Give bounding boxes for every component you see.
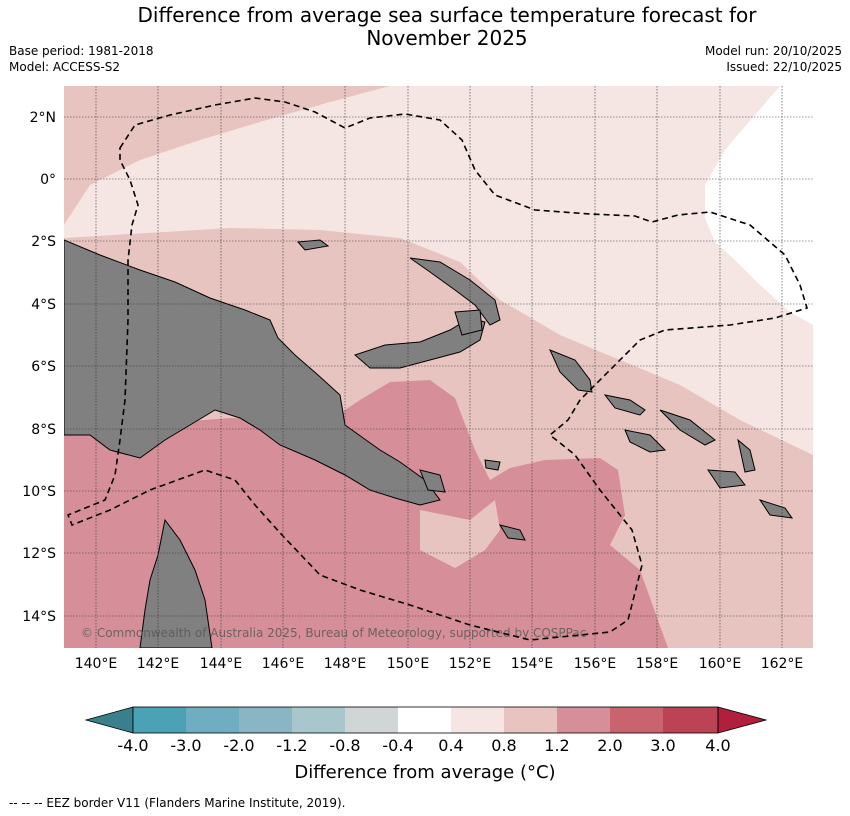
solomon-isle-5 [707,469,746,489]
lat-label: 2°S [31,234,56,250]
colorbar-segment [398,707,451,733]
lat-labels: 2°N 0° 2°S 4°S 6°S 8°S 10°S 12°S 14°S [22,110,56,625]
title-line-1: Difference from average sea surface temp… [137,3,757,27]
lon-label: 160°E [699,656,742,672]
lat-label: 4°S [31,297,56,313]
anomaly-band-neutral [705,86,813,325]
lat-label: 6°S [31,359,56,375]
bougainville [549,349,593,393]
model-name: Model: ACCESS-S2 [9,60,121,74]
manus-island [296,239,330,251]
lat-label: 12°S [22,546,56,562]
colorbar-tick: -2.0 [223,736,254,755]
base-period: Base period: 1981-2018 [9,44,154,58]
png-isle-3 [498,524,526,541]
model-run: Model run: 20/10/2025 [704,44,842,58]
colorbar-tick: 4.0 [705,736,730,755]
lon-label: 144°E [200,656,243,672]
new-ireland [409,257,501,326]
new-britain [354,317,486,369]
lat-label: 10°S [22,484,56,500]
png-isle-4 [454,309,483,336]
lon-label: 154°E [511,656,554,672]
lat-label: 0° [40,172,56,188]
solomon-isle-2 [659,409,716,446]
title-line-2: November 2025 [366,26,528,50]
colorbar-tick: 0.8 [491,736,516,755]
colorbar-ticks: -4.0 -3.0 -2.0 -1.2 -0.8 -0.4 0.4 0.8 1.… [117,736,730,755]
solomon-isle-6 [758,499,794,519]
colorbar: -4.0 -3.0 -2.0 -1.2 -0.8 -0.4 0.4 0.8 1.… [84,706,768,755]
colorbar-tick: -1.2 [276,736,307,755]
lon-labels: 140°E 142°E 144°E 146°E 148°E 150°E 152°… [75,656,804,672]
anomaly-band-0.8-1.2-north [64,86,390,225]
chart-title: Difference from average sea surface temp… [0,4,850,50]
eez-legend-note: -- -- -- EEZ border V11 (Flanders Marine… [9,796,346,810]
png-isle-2 [484,459,501,471]
lon-label: 150°E [387,656,430,672]
lat-label: 14°S [22,609,56,625]
issued-date: Issued: 22/10/2025 [726,60,842,74]
lon-label: 156°E [574,656,617,672]
solomon-isle-1 [603,394,646,416]
lon-label: 140°E [75,656,118,672]
colorbar-label: Difference from average (°C) [294,762,556,783]
lon-label: 152°E [449,656,492,672]
eez-border [66,97,808,641]
colorbar-tick: 3.0 [650,736,675,755]
lon-label: 162°E [761,656,804,672]
lat-label: 2°N [30,110,56,126]
colorbar-segment [239,707,292,733]
solomon-isle-3 [624,429,667,453]
lon-label: 148°E [324,656,367,672]
copyright-text: © Commonwealth of Australia 2025, Bureau… [81,626,586,640]
colorbar-segment [557,707,610,733]
lon-label: 158°E [636,656,679,672]
meta-right: Model run: 20/10/2025 Issued: 22/10/2025 [705,43,842,75]
colorbar-tick: 1.2 [544,736,569,755]
colorbar-segment [292,707,345,733]
colorbar-outline [132,706,719,734]
colorbar-segment [504,707,557,733]
colorbar-segment [186,707,239,733]
colorbar-extend-high [717,706,768,734]
colorbar-tick: -0.8 [329,736,360,755]
colorbar-tick: 2.0 [597,736,622,755]
anomaly-band-0.8-1.2-pocket [420,500,500,568]
colorbar-tick: -0.4 [382,736,413,755]
colorbar-segment [663,707,718,733]
lon-label: 146°E [262,656,305,672]
colorbar-tick: -3.0 [170,736,201,755]
colorbar-segment [610,707,663,733]
png-isle-1 [419,469,446,493]
lat-label: 8°S [31,422,56,438]
solomon-isle-4 [737,438,756,473]
lon-label: 142°E [137,656,180,672]
meta-left: Base period: 1981-2018 Model: ACCESS-S2 [9,43,154,75]
colorbar-tick: 0.4 [438,736,463,755]
colorbar-extend-low [84,706,134,734]
colorbar-segment [451,707,504,733]
anomaly-band-1.2-2.0 [64,380,668,648]
graticule [64,86,813,648]
colorbar-segment [133,707,186,733]
map-area: © Commonwealth of Australia 2025, Bureau… [64,86,813,648]
colorbar-tick: -4.0 [117,736,148,755]
colorbar-segment [345,707,398,733]
